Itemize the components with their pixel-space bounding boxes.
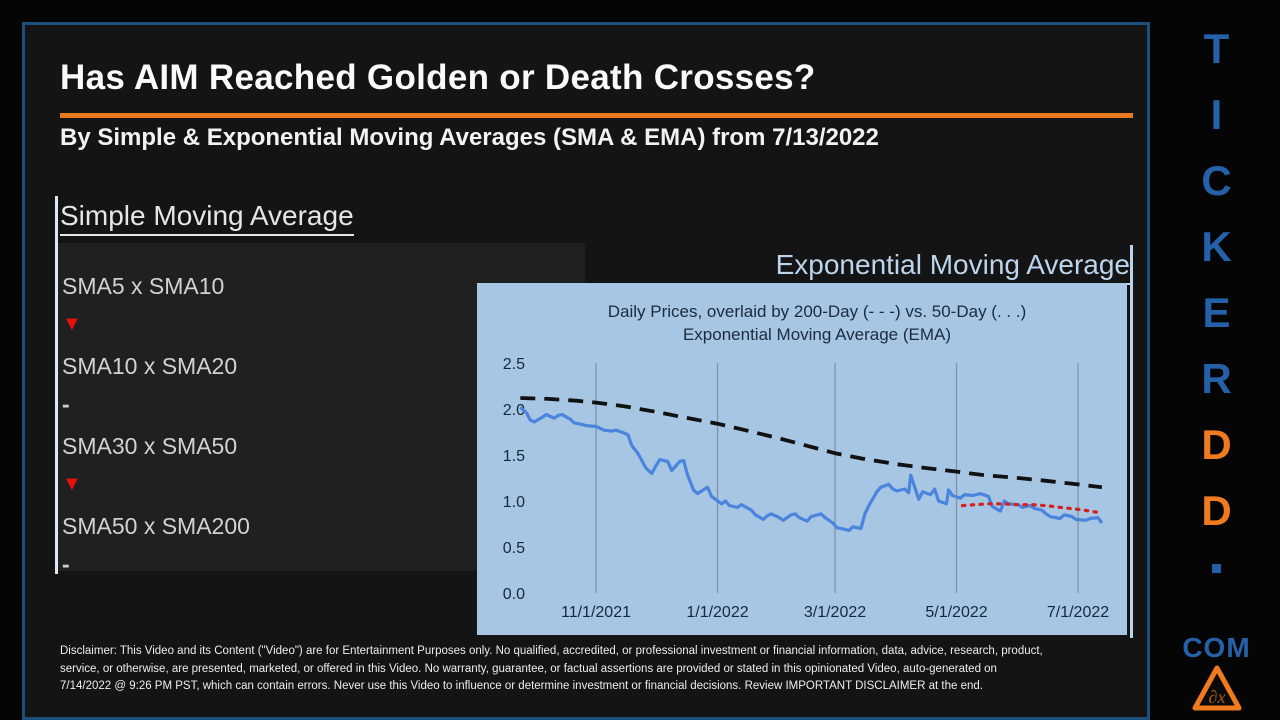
watermark-letter: I [1210, 91, 1223, 138]
series-50-day-ema [960, 502, 1104, 515]
watermark-letter: D [1201, 421, 1232, 468]
disclaimer-line: Disclaimer: This Video and its Content (… [60, 645, 1043, 657]
svg-text:1/1/2022: 1/1/2022 [686, 604, 748, 621]
svg-text:0.0: 0.0 [503, 586, 525, 603]
ema-section-heading: Exponential Moving Average [775, 249, 1130, 285]
sma-pair-label: SMA10 x SMA20 [62, 353, 238, 379]
sma-pair-label: SMA5 x SMA10 [62, 273, 225, 299]
watermark-letter: T [1203, 25, 1230, 72]
ema-chart-plot: 11/1/2021 1/1/2022 3/1/2022 5/1/2022 7/1/202… [503, 356, 1109, 621]
death-cross-down-icon: ▼ [62, 313, 82, 335]
watermark-letter: C [1201, 157, 1232, 204]
disclaimer-line: 7/14/2022 @ 9:26 PM PST, which can conta… [60, 680, 983, 692]
watermark-letter: K [1201, 223, 1232, 270]
ema-section-accent-line [1130, 245, 1133, 638]
ema-chart: 11/1/2021 1/1/2022 3/1/2022 5/1/2022 7/1/202… [477, 283, 1127, 635]
no-cross-dash: - [62, 551, 70, 577]
svg-text:11/1/2021: 11/1/2021 [561, 604, 631, 621]
disclaimer-line: service, or otherwise, are presented, ma… [60, 662, 997, 675]
sma-pair-label: SMA50 x SMA200 [62, 513, 250, 539]
slide-panel: Has AIM Reached Golden or Death Crosses?… [22, 22, 1150, 720]
svg-text:∂x: ∂x [1208, 687, 1225, 707]
svg-text:1.0: 1.0 [503, 494, 525, 511]
no-cross-dash: - [62, 391, 70, 417]
slide-subtitle: By Simple & Exponential Moving Averages … [60, 124, 879, 151]
svg-text:2.0: 2.0 [503, 402, 525, 419]
title-divider [60, 113, 1133, 118]
watermark-letter: E [1202, 289, 1231, 336]
chart-title: Daily Prices, overlaid by 200-Day (- - -… [607, 302, 1027, 321]
warning-triangle-logo-icon: ∂x [1192, 665, 1241, 711]
tickerdd-logo: ∂x [1153, 664, 1280, 717]
series-200-day-ema [520, 396, 1103, 490]
svg-text:1.5: 1.5 [503, 448, 525, 465]
death-cross-down-icon: ▼ [62, 473, 82, 495]
svg-text:5/1/2022: 5/1/2022 [925, 604, 987, 621]
sma-section-heading: Simple Moving Average [60, 200, 354, 236]
sma-section-accent-line [55, 196, 58, 574]
series-daily-price [519, 406, 1104, 532]
sma-pair-label: SMA30 x SMA50 [62, 433, 238, 459]
watermark-letter: R [1201, 355, 1232, 402]
watermark-tld: COM [1182, 632, 1251, 663]
svg-text:0.5: 0.5 [503, 540, 525, 557]
slide-title: Has AIM Reached Golden or Death Crosses? [60, 58, 816, 97]
chart-subtitle: Exponential Moving Average (EMA) [682, 325, 952, 344]
disclaimer: Disclaimer: This Video and its Content (… [60, 643, 1090, 696]
watermark-letter: D [1201, 487, 1232, 534]
svg-text:7/1/2022: 7/1/2022 [1047, 604, 1109, 621]
svg-text:3/1/2022: 3/1/2022 [804, 604, 866, 621]
watermark-letter [1212, 564, 1221, 573]
svg-text:2.5: 2.5 [503, 356, 525, 373]
